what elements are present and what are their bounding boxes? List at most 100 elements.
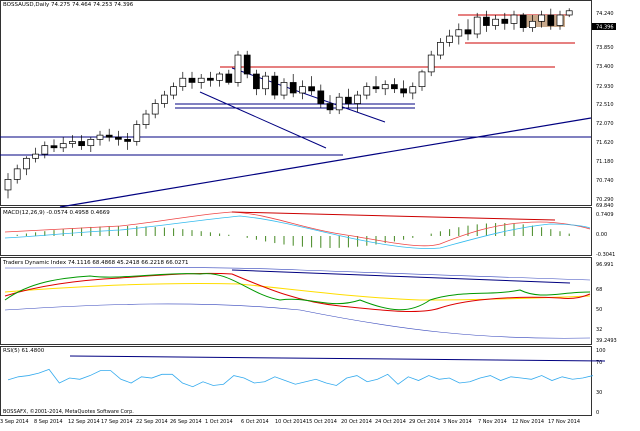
tdi-pane — [0, 257, 592, 345]
bull-candle — [427, 54, 435, 73]
rsi-tick: 30 — [596, 390, 602, 396]
current-price-label: 74.396 — [596, 25, 614, 31]
date-tick: 3 Nov 2014 — [443, 419, 472, 425]
price-tick: 71.180 — [596, 159, 614, 165]
date-tick: 8 Sep 2014 — [34, 419, 63, 425]
macd-tick: 0.7409 — [596, 212, 614, 218]
symbol-header: BOSSAUSD,Daily 74.275 74.464 74.253 74.3… — [3, 2, 134, 8]
bear-candle — [271, 75, 279, 96]
price-tick: 73.400 — [596, 64, 614, 70]
uptrend-line — [59, 117, 592, 208]
bull-candle — [23, 157, 30, 170]
bull-candle — [216, 73, 223, 81]
tdi-slow-line — [4, 272, 591, 313]
bull-candle — [262, 75, 269, 90]
bull-candle — [179, 77, 187, 88]
bull-candle — [335, 96, 343, 111]
bull-candle — [32, 153, 39, 159]
bull-candle — [492, 18, 499, 26]
bull-candle — [556, 14, 564, 26]
tdi-lower-band — [4, 303, 591, 339]
date-tick: 17 Sep 2014 — [101, 419, 133, 425]
tdi-tick: 68 — [596, 287, 602, 293]
macd-line — [4, 211, 591, 247]
bull-candle — [538, 14, 545, 22]
tdi-tick: 50 — [596, 307, 602, 313]
bear-candle — [50, 145, 58, 149]
bear-candle — [483, 16, 490, 26]
bull-candle — [87, 138, 95, 147]
channel-line — [199, 91, 327, 149]
date-tick: 22 Sep 2014 — [136, 419, 168, 425]
rsi-line — [7, 368, 594, 388]
date-tick: 24 Oct 2014 — [375, 419, 406, 425]
bull-candle — [161, 94, 168, 104]
bear-candle — [464, 29, 472, 35]
date-tick: 10 Oct 2014 — [275, 419, 306, 425]
bear-candle — [243, 54, 251, 75]
bear-candle — [124, 138, 131, 142]
tdi-tick: 96.991 — [596, 262, 614, 268]
price-tick: 74.240 — [596, 11, 614, 17]
rsi-header: RSI(5) 61.4800 — [3, 348, 45, 354]
bear-candle — [308, 86, 315, 92]
bear-candle — [207, 77, 214, 81]
bear-candle — [188, 77, 196, 83]
tdi-trend-line — [231, 269, 571, 284]
bear-candle — [519, 14, 527, 28]
price-tick: 72.930 — [596, 84, 614, 90]
bull-candle — [142, 113, 150, 125]
date-tick: 6 Oct 2014 — [241, 419, 269, 425]
macd-tick: 0.00 — [596, 232, 607, 238]
rsi-pane — [0, 346, 592, 416]
bull-candle — [69, 141, 76, 144]
price-tick: 70.740 — [596, 178, 614, 184]
price-tick: 73.850 — [596, 45, 614, 51]
bull-candle — [299, 86, 306, 94]
bull-candle — [473, 16, 481, 35]
bear-candle — [105, 134, 113, 138]
tdi-upper-band — [4, 267, 591, 281]
tdi-signal-line — [4, 282, 591, 301]
bear-candle — [289, 82, 297, 94]
bull-candle — [197, 77, 205, 83]
bull-candle — [529, 20, 536, 28]
bear-candle — [345, 96, 352, 104]
rsi-tick: 100 — [596, 348, 606, 354]
price-axis: 74.240 73.850 73.400 72.930 72.510 72.07… — [596, 11, 614, 209]
bear-candle — [317, 90, 325, 104]
bear-candle — [253, 73, 260, 90]
date-tick: 20 Oct 2014 — [341, 419, 372, 425]
rsi-trend-line — [69, 355, 606, 362]
candles-group — [4, 8, 573, 199]
date-axis: 3 Sep 2014 8 Sep 2014 12 Sep 2014 17 Sep… — [0, 419, 580, 425]
bear-candle — [115, 136, 122, 140]
bull-candle — [133, 124, 141, 142]
date-tick: 3 Sep 2014 — [0, 419, 29, 425]
bull-candle — [354, 94, 361, 104]
bull-candle — [59, 143, 67, 149]
macd-tick: -0.3041 — [596, 252, 615, 258]
macd-histogram — [16, 223, 570, 248]
bull-candle — [446, 35, 453, 43]
price-tick: 70.290 — [596, 197, 614, 203]
bear-candle — [326, 103, 334, 111]
bull-candle — [41, 145, 49, 155]
tdi-header: Traders Dynamic Index 74.1116 68.4868 45… — [2, 260, 189, 266]
bull-candle — [234, 54, 242, 83]
bear-candle — [547, 14, 555, 26]
bear-candle — [400, 88, 407, 94]
date-tick: 1 Oct 2014 — [205, 419, 233, 425]
price-tick: 69.840 — [596, 203, 614, 209]
bear-candle — [225, 73, 233, 83]
date-tick: 29 Oct 2014 — [409, 419, 440, 425]
bull-candle — [280, 82, 288, 96]
bull-candle — [170, 86, 177, 96]
rsi-tick: 70 — [596, 360, 602, 366]
price-tick: 71.620 — [596, 140, 614, 146]
bull-candle — [565, 10, 573, 16]
macd-divergence-line — [231, 211, 556, 221]
bull-candle — [96, 134, 104, 140]
